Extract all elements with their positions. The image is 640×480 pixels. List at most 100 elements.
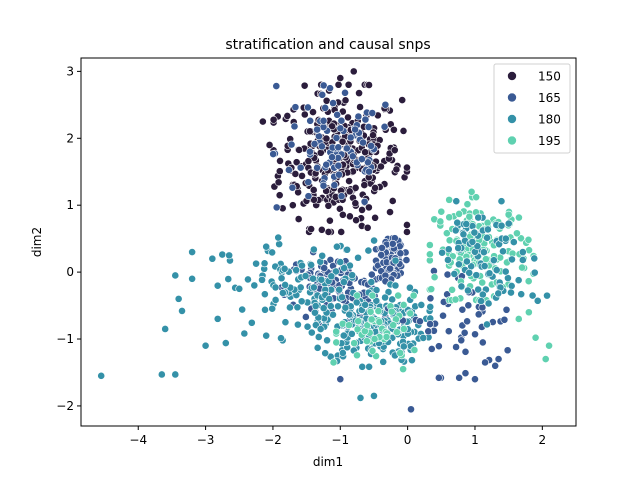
scatter-point-165 xyxy=(272,82,281,90)
scatter-point-150 xyxy=(309,108,317,116)
scatter-point-195 xyxy=(463,200,472,209)
scatter-point-165 xyxy=(491,361,500,370)
scatter-point-180 xyxy=(218,250,227,259)
scatter-point-180 xyxy=(331,267,340,276)
scatter-point-180 xyxy=(372,296,381,305)
scatter-point-180 xyxy=(530,254,539,263)
scatter-point-165 xyxy=(388,239,397,248)
x-tick-label: −3 xyxy=(197,433,215,447)
scatter-point-165 xyxy=(367,141,375,150)
scatter-point-150 xyxy=(324,228,333,236)
scatter-point-150 xyxy=(358,205,366,214)
scatter-point-180 xyxy=(235,284,244,293)
scatter-point-165 xyxy=(359,138,367,147)
scatter-point-165 xyxy=(334,143,343,152)
scatter-point-195 xyxy=(389,321,398,330)
scatter-point-195 xyxy=(368,291,377,300)
scatter-point-150 xyxy=(345,212,354,221)
scatter-point-180 xyxy=(370,236,378,245)
scatter-point-150 xyxy=(403,221,411,229)
scatter-point-165 xyxy=(494,355,503,363)
legend-marker-180 xyxy=(507,114,517,124)
scatter-point-165 xyxy=(439,311,447,320)
scatter-point-165 xyxy=(481,358,489,367)
scatter-point-165 xyxy=(443,270,452,279)
scatter-point-150 xyxy=(276,156,284,165)
scatter-point-165 xyxy=(290,122,299,131)
scatter-point-180 xyxy=(341,303,350,312)
y-axis: −2 −1 0 1 2 3 xyxy=(56,64,81,413)
scatter-point-165 xyxy=(452,343,460,351)
scatter-point-180 xyxy=(340,264,348,272)
scatter-point-180 xyxy=(321,349,330,358)
scatter-point-180 xyxy=(262,242,271,251)
y-tick-label: 2 xyxy=(66,131,74,145)
scatter-point-165 xyxy=(336,375,345,384)
scatter-point-180 xyxy=(327,272,336,281)
scatter-point-180 xyxy=(381,293,389,302)
scatter-point-180 xyxy=(278,289,287,297)
scatter-point-195 xyxy=(409,291,418,300)
scatter-point-165 xyxy=(306,116,315,125)
legend-frame xyxy=(493,63,571,154)
scatter-point-150 xyxy=(292,158,301,167)
scatter-point-150 xyxy=(386,208,394,216)
scatter-point-150 xyxy=(275,167,284,176)
scatter-point-165 xyxy=(318,90,327,99)
scatter-point-150 xyxy=(355,89,363,98)
scatter-point-150 xyxy=(336,74,345,82)
x-tick-label: 1 xyxy=(471,433,479,447)
x-axis: −4 −3 −2 −1 0 1 2 xyxy=(129,426,546,447)
scatter-point-180 xyxy=(477,297,485,305)
scatter-point-180 xyxy=(213,281,222,290)
scatter-point-180 xyxy=(472,271,481,280)
scatter-point-195 xyxy=(410,346,419,354)
scatter-point-150 xyxy=(307,225,316,233)
scatter-point-180 xyxy=(518,256,527,264)
scatter-point-165 xyxy=(288,183,297,192)
scatter-point-180 xyxy=(465,268,474,277)
scatter-point-180 xyxy=(533,296,542,305)
scatter-point-165 xyxy=(407,405,415,414)
scatter-point-180 xyxy=(444,245,453,254)
scatter-point-165 xyxy=(378,244,386,252)
scatter-point-195 xyxy=(353,325,362,334)
scatter-point-150 xyxy=(365,81,373,89)
scatter-point-165 xyxy=(365,167,373,176)
scatter-point-150 xyxy=(337,228,346,236)
scatter-point-180 xyxy=(178,307,186,315)
scatter-point-180 xyxy=(281,318,290,327)
scatter-point-165 xyxy=(272,203,281,212)
scatter-point-180 xyxy=(530,268,539,277)
scatter-point-150 xyxy=(298,171,306,180)
scatter-point-150 xyxy=(300,110,309,119)
scatter-point-180 xyxy=(405,283,414,292)
scatter-point-195 xyxy=(368,347,377,355)
scatter-point-195 xyxy=(455,210,463,218)
scatter-point-195 xyxy=(436,217,445,226)
scatter-point-180 xyxy=(444,256,452,264)
scatter-point-165 xyxy=(304,178,313,187)
scatter-point-180 xyxy=(492,266,501,274)
scatter-point-195 xyxy=(465,212,474,221)
scatter-point-195 xyxy=(513,229,521,238)
scatter-point-180 xyxy=(225,251,234,260)
scatter-point-150 xyxy=(356,103,364,111)
scatter-point-180 xyxy=(479,248,488,257)
scatter-point-195 xyxy=(445,195,454,204)
y-tick-label: 1 xyxy=(66,198,74,212)
scatter-point-195 xyxy=(363,337,371,345)
scatter-point-150 xyxy=(344,80,353,89)
scatter-point-195 xyxy=(524,308,533,317)
scatter-point-180 xyxy=(370,391,378,400)
scatter-point-195 xyxy=(437,207,446,216)
scatter-point-195 xyxy=(445,213,454,222)
legend-label-150: 150 xyxy=(538,70,561,84)
scatter-point-150 xyxy=(265,141,274,149)
scatter-point-165 xyxy=(478,303,487,312)
scatter-point-180 xyxy=(507,288,515,297)
scatter-point-180 xyxy=(275,240,284,249)
scatter-point-195 xyxy=(329,358,338,367)
scatter-point-180 xyxy=(367,278,376,286)
scatter-point-195 xyxy=(541,355,550,363)
